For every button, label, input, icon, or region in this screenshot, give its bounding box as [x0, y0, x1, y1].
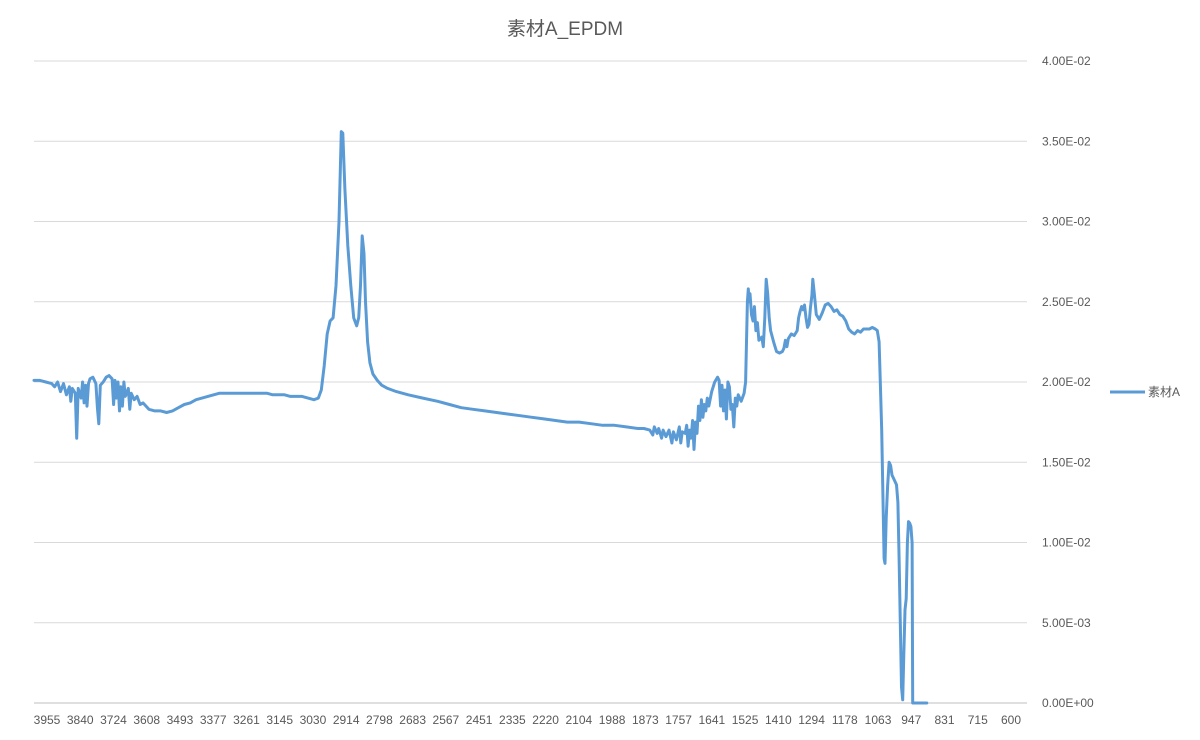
- y-tick-label: 0.00E+00: [1042, 696, 1094, 710]
- x-tick-label: 3840: [67, 713, 94, 727]
- x-tick-label: 1294: [798, 713, 825, 727]
- chart-title: 素材A_EPDM: [506, 19, 624, 40]
- x-tick-label: 2451: [466, 713, 493, 727]
- x-tick-label: 1873: [632, 713, 659, 727]
- x-tick-label: 715: [968, 713, 988, 727]
- y-tick-label: 2.50E-02: [1042, 295, 1091, 309]
- x-tick-label: 1988: [599, 713, 626, 727]
- legend: 素材A: [1110, 385, 1180, 399]
- x-tick-label: 831: [935, 713, 955, 727]
- x-tick-label: 1757: [665, 713, 692, 727]
- x-tick-label: 2683: [399, 713, 426, 727]
- series-layer: [32, 130, 929, 705]
- x-tick-label: 3145: [266, 713, 293, 727]
- x-tick-label: 1063: [865, 713, 892, 727]
- x-tick-label: 3493: [167, 713, 194, 727]
- x-tick-label: 3724: [100, 713, 127, 727]
- x-tick-label: 2104: [566, 713, 593, 727]
- y-tick-label: 3.50E-02: [1042, 134, 1091, 148]
- y-axis-ticks: 4.00E-02 3.50E-02 3.00E-02 2.50E-02 2.00E-02…: [1042, 54, 1094, 710]
- y-tick-label: 3.00E-02: [1042, 215, 1091, 229]
- y-tick-label: 1.50E-02: [1042, 455, 1091, 469]
- x-tick-label: 2914: [333, 713, 360, 727]
- x-tick-label: 3030: [300, 713, 327, 727]
- x-tick-label: 947: [901, 713, 921, 727]
- x-tick-label: 2798: [366, 713, 393, 727]
- x-axis-ticks: 3955 3840 3724 3608 3493 3377 3261 3145 3030 2914…: [34, 713, 1022, 727]
- x-tick-label: 2567: [433, 713, 460, 727]
- x-tick-label: 2220: [532, 713, 559, 727]
- x-tick-label: 3261: [233, 713, 260, 727]
- series-line: [32, 130, 929, 705]
- x-tick-label: 1410: [765, 713, 792, 727]
- gridlines: [34, 60, 1027, 704]
- x-tick-label: 3377: [200, 713, 227, 727]
- x-tick-label: 2335: [499, 713, 526, 727]
- y-tick-label: 1.00E-02: [1042, 536, 1091, 550]
- x-tick-label: 600: [1001, 713, 1021, 727]
- x-tick-label: 3955: [34, 713, 61, 727]
- x-tick-label: 1525: [732, 713, 759, 727]
- legend-label: 素材A: [1148, 385, 1180, 399]
- y-tick-label: 5.00E-03: [1042, 616, 1091, 630]
- x-tick-label: 3608: [133, 713, 160, 727]
- y-tick-label: 4.00E-02: [1042, 54, 1091, 68]
- y-tick-label: 2.00E-02: [1042, 375, 1091, 389]
- x-tick-label: 1178: [832, 713, 858, 727]
- x-tick-label: 1641: [698, 713, 725, 727]
